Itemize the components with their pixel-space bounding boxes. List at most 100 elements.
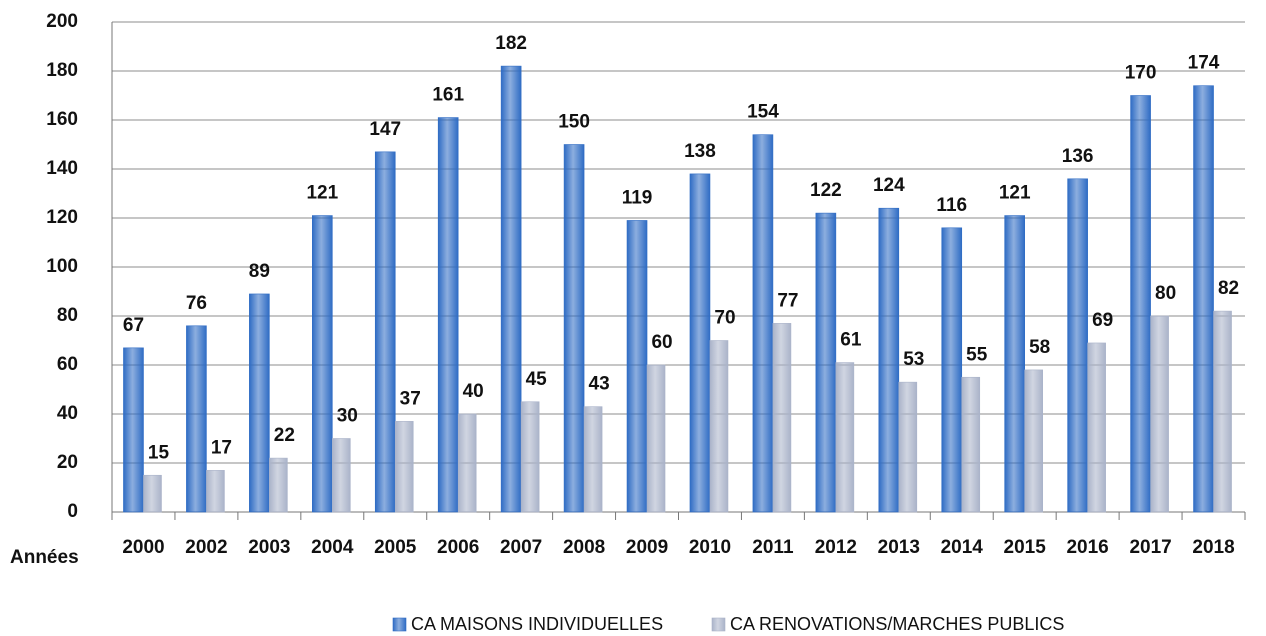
- y-tick-label: 180: [46, 60, 78, 81]
- x-tick-label: 2014: [941, 537, 984, 558]
- x-tick-label: 2006: [437, 537, 479, 558]
- value-label: 37: [400, 388, 421, 409]
- value-label: 121: [999, 183, 1031, 204]
- bar: [520, 401, 540, 513]
- value-label: 138: [684, 141, 716, 162]
- y-tick-label: 200: [46, 11, 78, 32]
- x-tick-label: 2010: [689, 537, 731, 558]
- bar: [689, 173, 711, 513]
- value-label: 30: [337, 406, 358, 427]
- bar: [332, 438, 351, 513]
- x-tick-label: 2013: [878, 537, 920, 558]
- bar: [646, 364, 666, 513]
- y-tick-label: 140: [46, 158, 78, 179]
- x-tick-label: 2008: [563, 537, 605, 558]
- legend-label: CA RENOVATIONS/MARCHES PUBLICS: [730, 614, 1064, 634]
- bar: [437, 117, 459, 513]
- x-axis-label: Années: [10, 547, 79, 568]
- value-label: 60: [651, 332, 672, 353]
- bar: [143, 474, 162, 513]
- legend-swatch: [711, 617, 726, 632]
- bar: [312, 215, 333, 513]
- bar: [1213, 310, 1232, 513]
- value-label: 174: [1188, 53, 1220, 74]
- value-label: 45: [526, 369, 548, 390]
- bar: [1150, 315, 1169, 513]
- value-label: 69: [1092, 310, 1113, 331]
- bar: [752, 134, 774, 513]
- x-tick-label: 2015: [1004, 537, 1047, 558]
- x-tick-label: 2002: [185, 537, 227, 558]
- y-tick-label: 100: [46, 256, 78, 277]
- y-tick-label: 80: [57, 305, 78, 326]
- bar: [961, 376, 981, 513]
- value-label: 147: [369, 119, 401, 140]
- bar: [878, 207, 900, 513]
- bar: [835, 362, 855, 513]
- x-tick-label: 2005: [374, 537, 417, 558]
- value-label: 15: [148, 442, 170, 463]
- x-tick-label: 2007: [500, 537, 542, 558]
- bar: [709, 340, 729, 513]
- value-label: 77: [777, 290, 798, 311]
- y-tick-label: 60: [57, 354, 78, 375]
- bar: [249, 293, 270, 513]
- bar: [374, 151, 396, 513]
- y-tick-label: 20: [57, 452, 78, 473]
- y-tick-label: 40: [57, 403, 78, 424]
- value-label: 17: [211, 437, 232, 458]
- legend-swatch: [392, 617, 407, 632]
- value-label: 182: [495, 33, 527, 54]
- x-tick-label: 2003: [248, 537, 290, 558]
- x-tick-label: 2017: [1129, 537, 1171, 558]
- value-label: 61: [840, 330, 862, 351]
- bar: [1067, 178, 1088, 513]
- value-label: 122: [810, 180, 842, 201]
- bar: [941, 227, 963, 513]
- x-tick-label: 2000: [122, 537, 164, 558]
- value-label: 58: [1029, 337, 1050, 358]
- value-label: 53: [903, 349, 924, 370]
- value-label: 154: [747, 102, 779, 123]
- value-label: 76: [186, 293, 207, 314]
- bar: [626, 220, 648, 513]
- bar: [269, 457, 288, 513]
- bar: [772, 323, 792, 513]
- x-tick-label: 2018: [1192, 537, 1234, 558]
- x-tick-label: 2009: [626, 537, 668, 558]
- legend-label: CA MAISONS INDIVIDUELLES: [411, 614, 663, 634]
- bar: [1193, 85, 1214, 513]
- y-tick-label: 0: [67, 501, 78, 522]
- value-label: 121: [306, 183, 338, 204]
- value-label: 124: [873, 175, 905, 196]
- value-label: 170: [1125, 63, 1157, 84]
- y-tick-label: 160: [46, 109, 78, 130]
- bar: [206, 470, 225, 513]
- value-label: 150: [558, 112, 590, 133]
- value-label: 116: [936, 195, 967, 216]
- bar: [394, 421, 414, 513]
- bar: [1087, 342, 1106, 513]
- bar: [500, 65, 522, 513]
- bar: [563, 144, 585, 513]
- value-label: 43: [589, 374, 610, 395]
- value-label: 40: [463, 381, 484, 402]
- bar: [583, 406, 603, 513]
- value-label: 82: [1218, 278, 1239, 299]
- bar: [1024, 369, 1043, 513]
- bar: [1004, 215, 1025, 513]
- value-label: 55: [966, 344, 988, 365]
- y-tick-label: 120: [46, 207, 78, 228]
- value-label: 80: [1155, 283, 1176, 304]
- bar: [898, 381, 918, 513]
- value-label: 67: [123, 315, 144, 336]
- value-label: 136: [1062, 146, 1094, 167]
- bar: [457, 413, 477, 513]
- value-label: 161: [432, 85, 464, 106]
- bar: [186, 325, 207, 513]
- value-label: 89: [249, 261, 270, 282]
- bar: [1130, 95, 1151, 513]
- x-tick-label: 2011: [752, 537, 794, 558]
- x-tick-label: 2004: [311, 537, 354, 558]
- value-label: 119: [622, 187, 653, 208]
